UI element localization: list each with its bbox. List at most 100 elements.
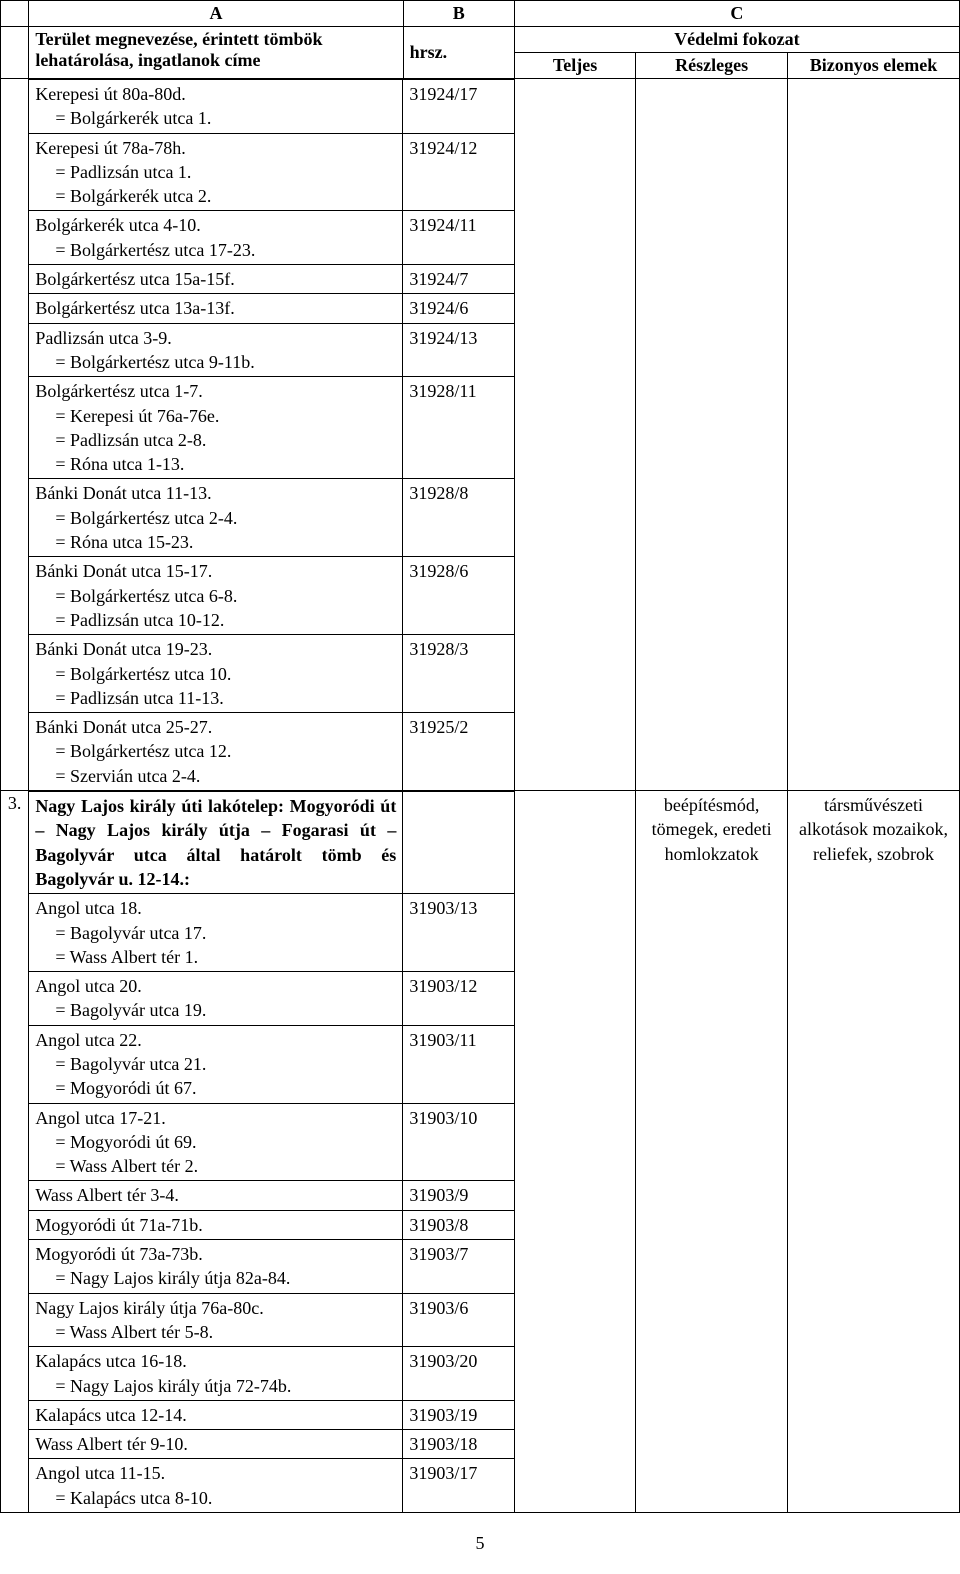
- table-row: Bolgárkertész utca 1-7.= Kerepesi út 76a…: [29, 377, 514, 479]
- block1-content: Kerepesi út 80a-80d.= Bolgárkerék utca 1…: [29, 79, 515, 791]
- block1-reszleges: [636, 79, 788, 791]
- block2-bizonyos: társművészeti alkotások mozaikok, relief…: [787, 791, 959, 1513]
- table-row: Angol utca 11-15.= Kalapács utca 8-10.31…: [29, 1459, 514, 1512]
- table-row: Angol utca 17-21.= Mogyoródi út 69.= Was…: [29, 1103, 514, 1181]
- desc-cell: Angol utca 22.= Bagolyvár utca 21.= Mogy…: [29, 1025, 403, 1103]
- table-row: Angol utca 20.= Bagolyvár utca 19.31903/…: [29, 972, 514, 1026]
- hrsz-cell: 31924/17: [403, 80, 514, 134]
- table-row: Wass Albert tér 9-10.31903/18: [29, 1430, 514, 1459]
- desc-cell: Bánki Donát utca 11-13.= Bolgárkertész u…: [29, 479, 403, 557]
- block1-inner-table: Kerepesi út 80a-80d.= Bolgárkerék utca 1…: [29, 79, 514, 790]
- table-row: Mogyoródi út 73a-73b.= Nagy Lajos király…: [29, 1240, 514, 1294]
- desc-cell: Bánki Donát utca 15-17.= Bolgárkertész u…: [29, 557, 403, 635]
- page-number: 5: [0, 1513, 960, 1574]
- desc-cell: Bolgárkerék utca 4-10.= Bolgárkertész ut…: [29, 211, 403, 265]
- hrsz-cell: 31928/11: [403, 377, 514, 479]
- header-row-1: Terület megnevezése, érintett tömbök leh…: [1, 27, 960, 53]
- header-vedelmi: Védelmi fokozat: [514, 27, 959, 53]
- table-row: Kerepesi út 78a-78h.= Padlizsán utca 1.=…: [29, 133, 514, 211]
- hrsz-cell: 31903/6: [403, 1293, 514, 1347]
- hrsz-cell: 31903/19: [403, 1400, 514, 1429]
- header-reszleges: Részleges: [636, 53, 788, 79]
- hrsz-cell: 31924/11: [403, 211, 514, 265]
- header-letters-row: A B C: [1, 1, 960, 27]
- header-hrsz: hrsz.: [403, 27, 514, 79]
- block2-content: Nagy Lajos király úti lakótelep: Mogyoró…: [29, 791, 515, 1513]
- desc-cell: Kalapács utca 12-14.: [29, 1400, 403, 1429]
- desc-cell: Bolgárkertész utca 13a-13f.: [29, 294, 403, 323]
- header-bizonyos: Bizonyos elemek: [787, 53, 959, 79]
- desc-cell: Bolgárkertész utca 15a-15f.: [29, 265, 403, 294]
- hrsz-cell: 31903/8: [403, 1210, 514, 1239]
- hrsz-cell: 31903/13: [403, 894, 514, 972]
- desc-cell: Angol utca 11-15.= Kalapács utca 8-10.: [29, 1459, 403, 1512]
- hrsz-cell: 31903/17: [403, 1459, 514, 1512]
- block2-title: Nagy Lajos király úti lakótelep: Mogyoró…: [29, 792, 403, 894]
- desc-cell: Mogyoródi út 71a-71b.: [29, 1210, 403, 1239]
- header-teljes: Teljes: [514, 53, 635, 79]
- main-table: A B C Terület megnevezése, érintett tömb…: [0, 0, 960, 1513]
- table-row: Angol utca 22.= Bagolyvár utca 21.= Mogy…: [29, 1025, 514, 1103]
- desc-cell: Mogyoródi út 73a-73b.= Nagy Lajos király…: [29, 1240, 403, 1294]
- hrsz-cell: 31924/7: [403, 265, 514, 294]
- table-row: Bolgárkertész utca 13a-13f.31924/6: [29, 294, 514, 323]
- hrsz-cell: 31903/12: [403, 972, 514, 1026]
- block1-bizonyos: [787, 79, 959, 791]
- table-row: Wass Albert tér 3-4.31903/9: [29, 1181, 514, 1210]
- table-row: Kalapács utca 12-14.31903/19: [29, 1400, 514, 1429]
- block2-teljes: [514, 791, 635, 1513]
- hrsz-cell: 31903/18: [403, 1430, 514, 1459]
- desc-cell: Kerepesi út 80a-80d.= Bolgárkerék utca 1…: [29, 80, 403, 134]
- hrsz-cell: 31903/20: [403, 1347, 514, 1401]
- header-desc-text: Terület megnevezése, érintett tömbök leh…: [35, 29, 322, 70]
- desc-cell: Kalapács utca 16-18.= Nagy Lajos király …: [29, 1347, 403, 1401]
- block2-num: 3.: [1, 791, 29, 1513]
- desc-cell: Wass Albert tér 9-10.: [29, 1430, 403, 1459]
- col-b-letter: B: [403, 1, 514, 27]
- table-row: Bánki Donát utca 11-13.= Bolgárkertész u…: [29, 479, 514, 557]
- table-row: Bánki Donát utca 15-17.= Bolgárkertész u…: [29, 557, 514, 635]
- block2-row: 3. Nagy Lajos király úti lakótelep: Mogy…: [1, 791, 960, 1513]
- block1-teljes: [514, 79, 635, 791]
- desc-cell: Padlizsán utca 3-9.= Bolgárkertész utca …: [29, 323, 403, 377]
- hrsz-cell: 31928/3: [403, 635, 514, 713]
- table-row: Kerepesi út 80a-80d.= Bolgárkerék utca 1…: [29, 80, 514, 134]
- table-row: Kalapács utca 16-18.= Nagy Lajos király …: [29, 1347, 514, 1401]
- hrsz-cell: 31903/9: [403, 1181, 514, 1210]
- header-blank: [1, 27, 29, 79]
- hrsz-cell: [403, 792, 514, 894]
- block1-num: [1, 79, 29, 791]
- table-row: Nagy Lajos király úti lakótelep: Mogyoró…: [29, 792, 514, 894]
- table-row: Bánki Donát utca 25-27.= Bolgárkertész u…: [29, 713, 514, 790]
- desc-cell: Bánki Donát utca 25-27.= Bolgárkertész u…: [29, 713, 403, 790]
- col-c-letter: C: [514, 1, 959, 27]
- desc-cell: Kerepesi út 78a-78h.= Padlizsán utca 1.=…: [29, 133, 403, 211]
- desc-cell: Wass Albert tér 3-4.: [29, 1181, 403, 1210]
- header-desc: Terület megnevezése, érintett tömbök leh…: [29, 27, 403, 79]
- table-row: Padlizsán utca 3-9.= Bolgárkertész utca …: [29, 323, 514, 377]
- table-row: Nagy Lajos király útja 76a-80c.= Wass Al…: [29, 1293, 514, 1347]
- table-row: Bolgárkertész utca 15a-15f.31924/7: [29, 265, 514, 294]
- table-row: Bánki Donát utca 19-23.= Bolgárkertész u…: [29, 635, 514, 713]
- col-a-letter: A: [29, 1, 403, 27]
- table-row: Mogyoródi út 71a-71b.31903/8: [29, 1210, 514, 1239]
- hrsz-cell: 31924/13: [403, 323, 514, 377]
- hrsz-cell: 31925/2: [403, 713, 514, 790]
- hrsz-cell: 31924/6: [403, 294, 514, 323]
- table-row: Bolgárkerék utca 4-10.= Bolgárkertész ut…: [29, 211, 514, 265]
- desc-cell: Bánki Donát utca 19-23.= Bolgárkertész u…: [29, 635, 403, 713]
- desc-cell: Angol utca 20.= Bagolyvár utca 19.: [29, 972, 403, 1026]
- hrsz-cell: 31928/6: [403, 557, 514, 635]
- hrsz-cell: 31903/10: [403, 1103, 514, 1181]
- block1-row: Kerepesi út 80a-80d.= Bolgárkerék utca 1…: [1, 79, 960, 791]
- hrsz-cell: 31903/7: [403, 1240, 514, 1294]
- blank-corner: [1, 1, 29, 27]
- desc-cell: Angol utca 17-21.= Mogyoródi út 69.= Was…: [29, 1103, 403, 1181]
- desc-cell: Bolgárkertész utca 1-7.= Kerepesi út 76a…: [29, 377, 403, 479]
- hrsz-cell: 31924/12: [403, 133, 514, 211]
- block2-reszleges: beépítésmód, tömegek, eredeti homlokzato…: [636, 791, 788, 1513]
- hrsz-cell: 31903/11: [403, 1025, 514, 1103]
- desc-cell: Nagy Lajos király útja 76a-80c.= Wass Al…: [29, 1293, 403, 1347]
- desc-cell: Angol utca 18.= Bagolyvár utca 17.= Wass…: [29, 894, 403, 972]
- block2-inner-table: Nagy Lajos király úti lakótelep: Mogyoró…: [29, 791, 514, 1512]
